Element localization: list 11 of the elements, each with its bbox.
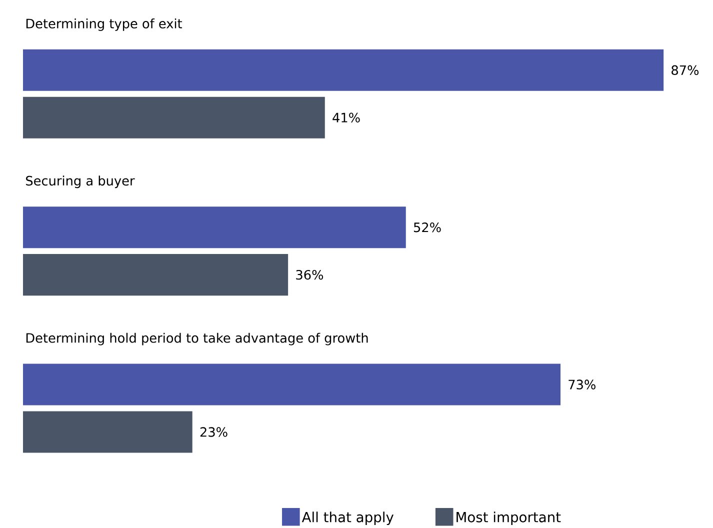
y-tick-label: Securing a buyer	[26, 176, 135, 188]
data-label: 87%	[672, 65, 699, 76]
y-tick-label: Determining type of exit	[26, 18, 182, 31]
legend-label: All that apply	[302, 512, 394, 526]
data-label: 36%	[296, 270, 324, 280]
legend-label: Most important	[456, 512, 561, 526]
data-label: 23%	[200, 427, 228, 437]
data-label: 52%	[414, 222, 441, 232]
y-tick-label: Determining hold period to take advantage of growth	[26, 332, 368, 346]
data-label: 41%	[332, 112, 360, 123]
data-label: 73%	[568, 380, 596, 390]
